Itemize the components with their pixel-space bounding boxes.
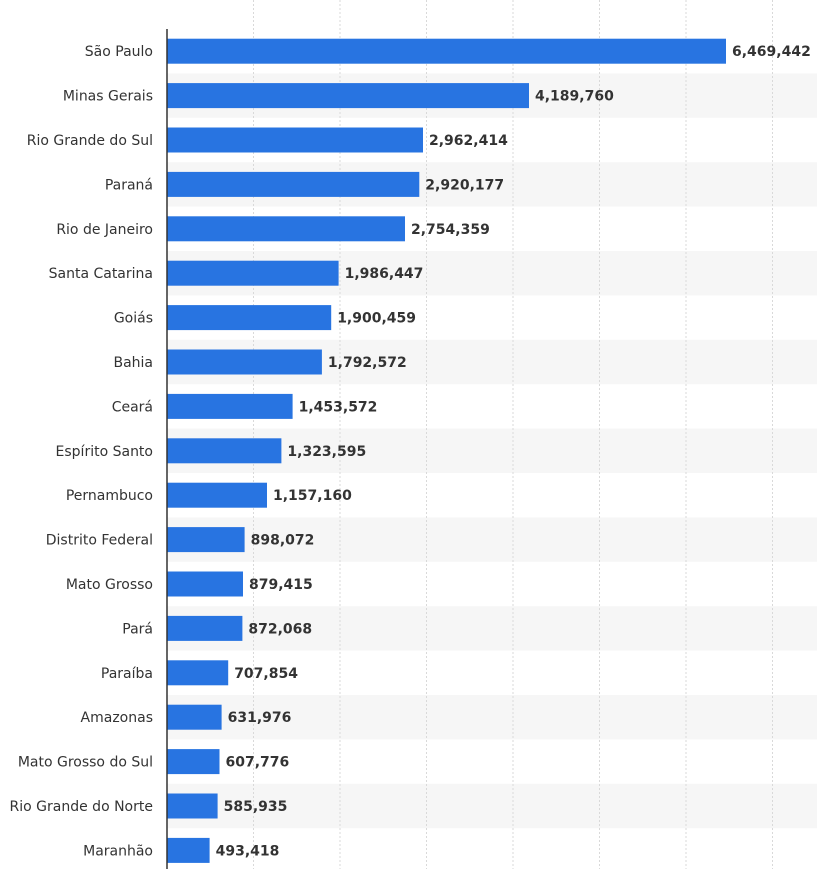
category-label: Paraná <box>105 177 153 193</box>
value-label: 707,854 <box>234 666 298 682</box>
value-label: 2,920,177 <box>425 177 504 193</box>
bar[interactable] <box>167 527 245 553</box>
value-label: 4,189,760 <box>535 89 614 105</box>
value-label: 1,792,572 <box>328 355 407 371</box>
bar[interactable] <box>167 349 322 375</box>
category-label: Rio Grande do Norte <box>10 799 153 815</box>
category-label: Mato Grosso <box>66 577 153 593</box>
bar[interactable] <box>167 83 529 109</box>
category-label: Amazonas <box>81 710 153 726</box>
category-label: Santa Catarina <box>49 266 153 282</box>
value-label: 898,072 <box>251 533 315 549</box>
category-label: Minas Gerais <box>63 89 153 105</box>
bar[interactable] <box>167 393 293 419</box>
category-label: São Paulo <box>85 44 153 60</box>
bar[interactable] <box>167 615 243 641</box>
category-labels: São Paulo Minas Gerais Rio Grande do Sul Pa… <box>10 44 153 859</box>
value-label: 2,754,359 <box>411 222 490 238</box>
category-label: Paraíba <box>101 666 153 682</box>
value-label: 1,900,459 <box>337 311 416 327</box>
value-labels: 6,469,442 4,189,760 2,962,414 2,920,177 2,75… <box>216 44 811 859</box>
bar[interactable] <box>167 837 210 863</box>
value-label: 1,323,595 <box>287 444 366 460</box>
bar[interactable] <box>167 660 229 686</box>
value-label: 493,418 <box>216 843 280 859</box>
category-label: Goiás <box>114 311 153 327</box>
bar[interactable] <box>167 704 222 730</box>
bar[interactable] <box>167 438 282 464</box>
value-label: 872,068 <box>248 621 312 637</box>
row-stripe <box>167 606 817 651</box>
bar[interactable] <box>167 127 423 153</box>
value-label: 1,157,160 <box>273 488 352 504</box>
bar[interactable] <box>167 749 220 775</box>
category-label: Pará <box>122 621 153 637</box>
category-label: Ceará <box>112 399 153 415</box>
category-label: Pernambuco <box>66 488 153 504</box>
row-stripe <box>167 517 817 562</box>
bars <box>167 38 726 863</box>
value-label: 607,776 <box>226 755 290 771</box>
bar[interactable] <box>167 482 267 508</box>
category-label: Rio de Janeiro <box>56 222 153 238</box>
value-label: 585,935 <box>224 799 288 815</box>
bar[interactable] <box>167 171 420 197</box>
bar[interactable] <box>167 571 243 597</box>
value-label: 6,469,442 <box>732 44 811 60</box>
category-label: Bahia <box>113 355 153 371</box>
category-label: Mato Grosso do Sul <box>18 755 153 771</box>
value-label: 631,976 <box>228 710 292 726</box>
bar[interactable] <box>167 305 332 331</box>
value-label: 2,962,414 <box>429 133 508 149</box>
bar[interactable] <box>167 793 218 819</box>
category-label: Espírito Santo <box>56 444 153 460</box>
value-label: 1,453,572 <box>299 399 378 415</box>
category-label: Distrito Federal <box>46 533 153 549</box>
category-label: Maranhão <box>83 843 153 859</box>
row-stripe <box>167 695 817 740</box>
category-label: Rio Grande do Sul <box>27 133 153 149</box>
row-stripe <box>167 783 817 829</box>
value-label: 1,986,447 <box>345 266 424 282</box>
bar[interactable] <box>167 260 339 286</box>
bar[interactable] <box>167 38 726 64</box>
bar[interactable] <box>167 216 405 242</box>
value-label: 879,415 <box>249 577 313 593</box>
